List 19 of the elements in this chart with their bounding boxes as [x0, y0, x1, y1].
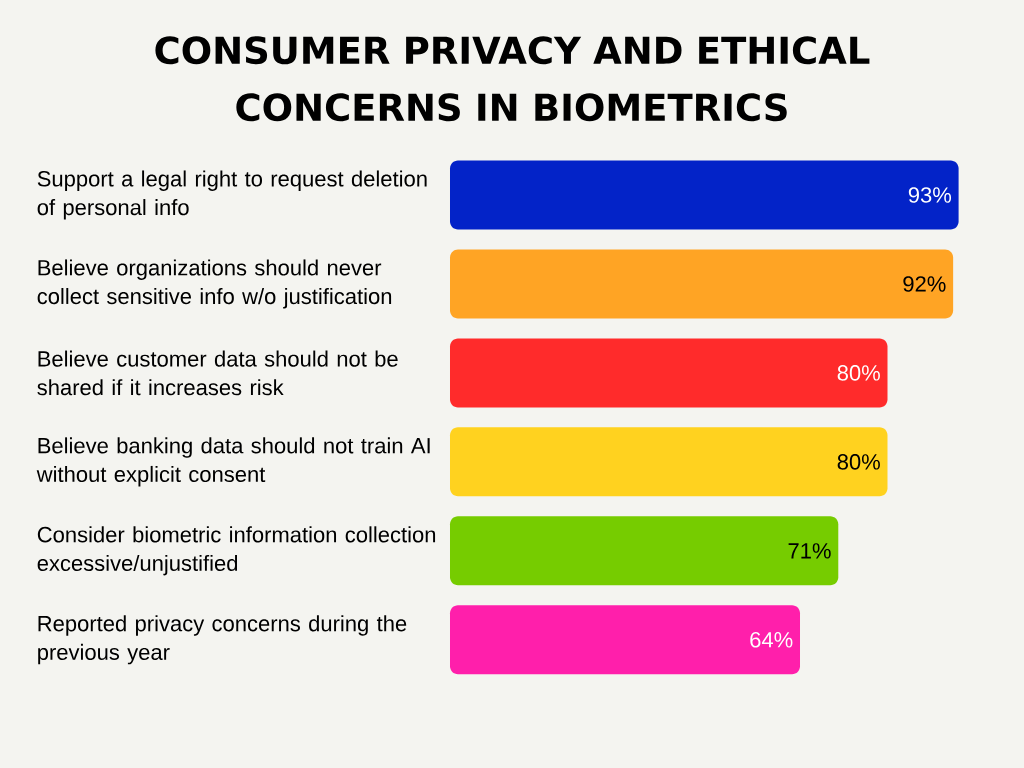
data-label: 93%	[908, 187, 952, 203]
y-tick-label: Believe organizations should never collect sensitive info w/o justification	[37, 259, 392, 309]
y-tick-label: Believe customer data should not be shared if it increases risk	[37, 350, 398, 396]
bar	[450, 605, 800, 675]
data-label: 80%	[837, 454, 880, 470]
bar	[450, 427, 888, 497]
bar	[450, 160, 959, 230]
bar	[450, 249, 954, 319]
y-tick-label: Reported privacy concerns during the previous year	[38, 615, 407, 665]
bar	[450, 516, 839, 586]
data-label: 92%	[903, 276, 946, 292]
y-tick-label: Believe banking data should not train AI without explicit consent	[36, 437, 430, 487]
data-label: 64%	[750, 631, 793, 648]
data-label: 71%	[788, 543, 831, 559]
y-tick-label: Consider biometric information collection excessive/unjustified	[37, 526, 436, 576]
y-tick-label: Support a legal right to request deletion of personal info	[37, 170, 427, 220]
bar	[450, 338, 888, 408]
data-label: 80%	[837, 365, 880, 381]
chart-title: CONSUMER PRIVACY AND ETHICAL CONCERNS IN BIOMETRICS	[155, 36, 870, 122]
